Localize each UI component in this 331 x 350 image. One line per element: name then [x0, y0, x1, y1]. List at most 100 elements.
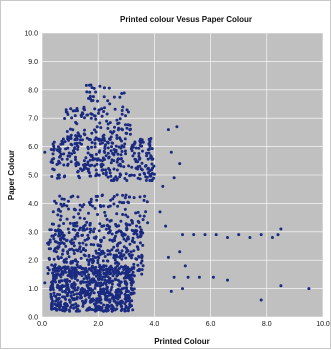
data-point: [67, 231, 71, 235]
data-point: [158, 210, 162, 214]
data-point: [66, 199, 70, 203]
data-point: [103, 147, 107, 150]
data-point: [115, 134, 119, 137]
data-point: [124, 172, 128, 176]
data-point: [92, 86, 96, 90]
data-point: [66, 227, 70, 231]
data-point: [181, 233, 184, 237]
data-point: [86, 163, 90, 166]
data-point: [108, 238, 112, 242]
data-point: [131, 270, 135, 274]
data-point: [111, 141, 115, 145]
data-point: [114, 278, 118, 282]
data-point: [61, 295, 64, 299]
data-point: [145, 175, 149, 179]
data-point: [71, 109, 75, 113]
data-point: [172, 275, 176, 279]
data-point: [139, 230, 143, 234]
data-point: [122, 276, 126, 280]
data-point: [82, 132, 86, 136]
data-point: [64, 267, 68, 271]
y-tick-label: 8.0: [28, 87, 38, 94]
data-point: [87, 273, 91, 277]
data-point: [119, 272, 123, 276]
data-point: [106, 99, 110, 103]
data-point: [121, 128, 124, 132]
data-point: [52, 222, 55, 226]
data-point: [93, 142, 97, 145]
data-point: [92, 308, 96, 312]
data-point: [51, 210, 55, 214]
data-point: [140, 272, 144, 276]
data-point: [127, 164, 131, 168]
data-point: [119, 153, 123, 157]
data-point: [100, 194, 104, 198]
data-point: [120, 112, 124, 116]
data-point: [46, 241, 50, 245]
data-point: [79, 135, 82, 138]
data-point: [124, 290, 128, 294]
data-point: [85, 227, 89, 231]
data-point: [117, 271, 121, 275]
data-point: [62, 270, 66, 274]
data-point: [88, 227, 92, 231]
data-point: [66, 162, 70, 166]
data-point: [150, 168, 154, 172]
data-point: [87, 171, 91, 175]
y-tick-label: 7.0: [28, 116, 38, 123]
data-point: [203, 233, 207, 237]
data-point: [81, 270, 85, 274]
data-point: [61, 248, 65, 252]
data-point: [72, 293, 76, 297]
data-point: [169, 289, 173, 293]
data-point: [119, 265, 123, 269]
data-point: [67, 255, 71, 259]
data-point: [108, 276, 112, 280]
data-point: [109, 280, 113, 284]
data-point: [132, 196, 136, 200]
data-point: [91, 204, 95, 208]
data-point: [69, 306, 73, 309]
data-point: [132, 262, 136, 266]
data-point: [120, 109, 124, 112]
data-point: [132, 274, 136, 278]
data-point: [112, 306, 116, 310]
data-point: [109, 161, 113, 165]
y-tick-label: 6.0: [28, 144, 38, 151]
data-point: [135, 224, 138, 228]
data-point: [175, 125, 179, 129]
data-point: [146, 166, 150, 170]
data-point: [121, 234, 125, 238]
data-point: [121, 160, 125, 163]
data-point: [181, 287, 184, 291]
data-point: [259, 298, 263, 302]
data-point: [98, 272, 101, 275]
data-point: [110, 285, 114, 289]
data-point: [82, 277, 86, 281]
data-point: [75, 292, 79, 296]
data-point: [56, 145, 60, 149]
data-point: [95, 158, 99, 162]
data-point: [117, 262, 121, 266]
data-point: [52, 144, 56, 148]
data-point: [62, 222, 66, 225]
data-point: [75, 107, 79, 110]
data-point: [59, 300, 63, 304]
data-point: [105, 294, 109, 298]
data-point: [124, 131, 128, 135]
x-tick-label: 0.0: [37, 321, 47, 328]
data-point: [134, 146, 138, 150]
data-point: [82, 253, 86, 257]
data-point: [106, 224, 109, 228]
data-point: [270, 236, 274, 239]
data-point: [58, 218, 62, 222]
data-point: [65, 281, 68, 285]
data-point: [148, 174, 152, 178]
data-point: [52, 249, 56, 253]
data-point: [92, 291, 96, 295]
data-point: [111, 274, 115, 278]
data-point: [84, 249, 88, 252]
data-point: [124, 152, 128, 156]
data-point: [99, 138, 103, 142]
data-point: [52, 276, 55, 280]
